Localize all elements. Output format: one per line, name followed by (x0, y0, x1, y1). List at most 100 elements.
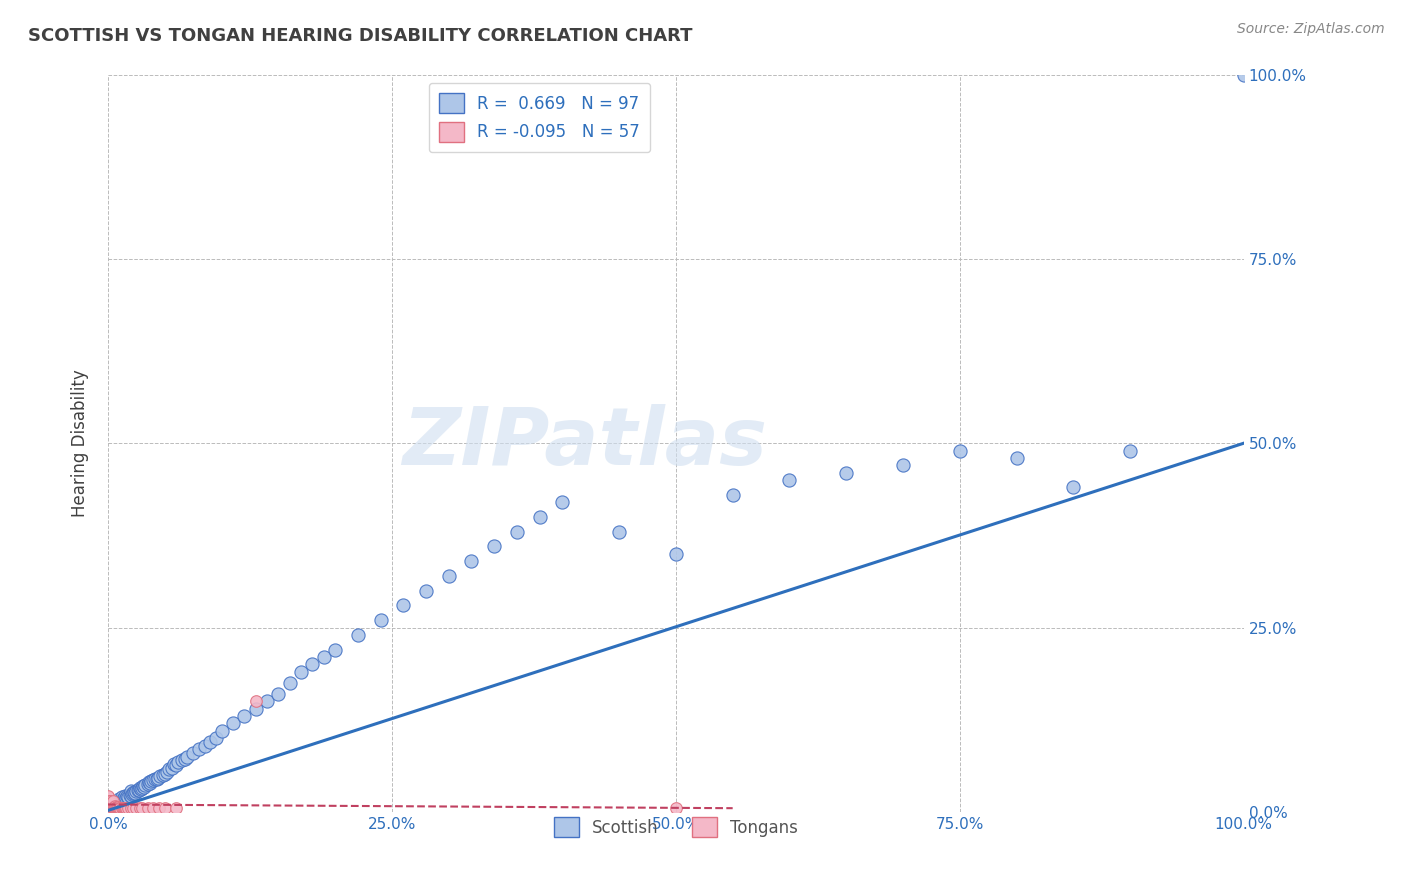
Point (104, 797, 127, 812)
Point (100, 801, 122, 815)
Point (97, 797, 120, 812)
Point (97, 800, 120, 814)
Point (115, 790, 138, 805)
Point (98, 797, 121, 812)
Point (104, 801, 127, 815)
Point (107, 798, 129, 813)
Point (665, 547, 688, 561)
Point (529, 510, 551, 524)
Point (148, 801, 170, 815)
Point (120, 789, 142, 803)
Point (121, 787, 143, 801)
Point (891, 458, 914, 473)
Point (174, 752, 197, 766)
Point (120, 801, 142, 815)
Point (112, 801, 135, 815)
Point (245, 701, 267, 715)
Point (721, 488, 744, 502)
Point (437, 569, 460, 583)
Point (392, 599, 415, 613)
Point (104, 799, 127, 814)
Point (482, 540, 505, 554)
Point (98, 794, 121, 808)
Point (778, 473, 800, 487)
Point (114, 801, 136, 815)
Point (103, 797, 125, 812)
Point (347, 628, 370, 642)
Point (256, 694, 278, 708)
Point (132, 779, 155, 793)
Point (97, 789, 120, 803)
Point (949, 443, 972, 458)
Point (97, 793, 120, 807)
Point (152, 768, 174, 782)
Point (120, 784, 142, 798)
Point (117, 790, 139, 805)
Point (153, 801, 176, 815)
Point (460, 554, 482, 568)
Point (101, 801, 124, 815)
Point (160, 761, 183, 775)
Point (111, 791, 134, 805)
Point (370, 613, 392, 627)
Point (142, 801, 165, 815)
Point (141, 773, 163, 788)
Point (104, 799, 127, 814)
Point (98, 799, 121, 814)
Point (165, 801, 187, 815)
Point (290, 665, 312, 679)
Point (108, 797, 131, 812)
Point (176, 749, 198, 764)
Point (117, 801, 139, 815)
Point (139, 776, 162, 790)
Point (124, 786, 146, 800)
Point (142, 773, 165, 788)
Point (108, 801, 131, 815)
Point (98, 794, 121, 808)
Point (323, 642, 346, 657)
Point (506, 524, 529, 539)
Point (301, 657, 323, 672)
Point (146, 772, 169, 787)
Point (163, 756, 186, 771)
Point (98, 799, 121, 814)
Legend: Scottish, Tongans: Scottish, Tongans (547, 811, 804, 844)
Point (118, 788, 141, 802)
Point (835, 466, 858, 480)
Point (97, 796, 120, 810)
Point (97, 799, 120, 814)
Point (104, 799, 127, 814)
Point (103, 799, 125, 814)
Point (128, 781, 150, 796)
Point (105, 801, 128, 815)
Point (111, 790, 134, 805)
Point (143, 772, 166, 786)
Point (104, 801, 127, 815)
Point (134, 778, 156, 792)
Point (97, 802, 120, 816)
Point (105, 796, 128, 810)
Text: SCOTTISH VS TONGAN HEARING DISABILITY CORRELATION CHART: SCOTTISH VS TONGAN HEARING DISABILITY CO… (28, 27, 693, 45)
Point (267, 687, 290, 701)
Point (187, 742, 209, 756)
Point (107, 795, 129, 809)
Point (167, 755, 190, 769)
Point (128, 783, 150, 797)
Point (110, 796, 132, 810)
Point (98, 801, 121, 815)
Point (233, 709, 256, 723)
Point (103, 801, 125, 815)
Point (111, 795, 134, 809)
Point (245, 694, 267, 708)
Point (1005, 450, 1028, 465)
Point (1233, 68, 1256, 82)
Point (108, 791, 131, 805)
Point (101, 799, 124, 814)
Point (138, 775, 160, 789)
Point (153, 766, 176, 780)
Point (111, 801, 134, 815)
Point (97, 801, 120, 815)
Point (415, 583, 437, 598)
Point (103, 801, 125, 815)
Point (551, 495, 574, 509)
